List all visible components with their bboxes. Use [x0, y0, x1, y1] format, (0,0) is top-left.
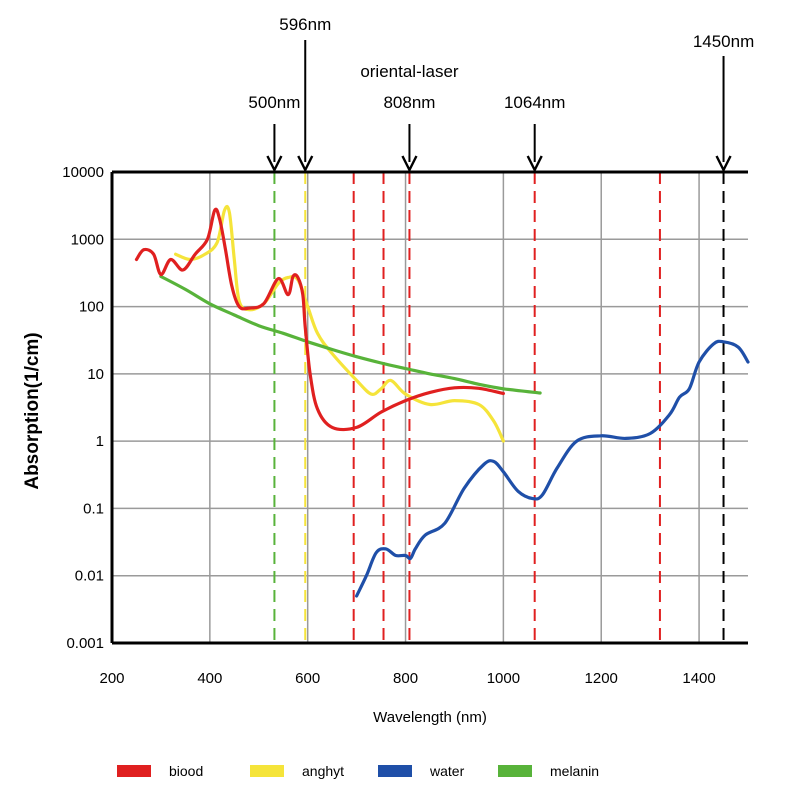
- legend-label-water: water: [429, 763, 465, 779]
- y-tick-labels: 0.001 0.01 0.1 1 10 100 1000 10000: [62, 164, 104, 652]
- arrow-head: [715, 155, 732, 173]
- legend-swatch-anghyt: [250, 765, 284, 777]
- series-line-water: [355, 339, 750, 598]
- y-tick-label: 0.01: [75, 568, 104, 585]
- x-tick-label: 400: [197, 670, 222, 687]
- x-tick-label: 1000: [487, 670, 520, 687]
- annotation-label: 808nm: [383, 93, 435, 112]
- legend-swatch-melanin: [498, 765, 532, 777]
- x-tick-label: 600: [295, 670, 320, 687]
- annotation-label: 1064nm: [504, 93, 565, 112]
- legend: biood anghyt water melanin: [117, 763, 599, 779]
- x-tick-label: 1400: [682, 670, 715, 687]
- y-tick-label: 0.1: [83, 500, 104, 517]
- arrow-head: [266, 155, 283, 173]
- y-tick-label: 10: [87, 366, 104, 383]
- y-tick-label: 1: [96, 433, 104, 450]
- series-line-biood: [134, 207, 505, 432]
- legend-swatch-biood: [117, 765, 151, 777]
- y-tick-label: 0.001: [66, 635, 104, 652]
- annotations: 500nm 596nm oriental-laser 808nm 1064nm 1450n…: [248, 15, 754, 112]
- legend-label-biood: biood: [169, 763, 203, 779]
- arrow-head: [401, 155, 418, 173]
- y-tick-label: 1000: [71, 231, 104, 248]
- arrow-head: [297, 155, 314, 173]
- annotation-label: 596nm: [279, 15, 331, 34]
- annotation-label: oriental-laser: [360, 62, 459, 81]
- x-tick-labels: 200 400 600 800 1000 1200 1400: [99, 670, 715, 687]
- legend-swatch-water: [378, 765, 412, 777]
- x-tick-label: 200: [99, 670, 124, 687]
- y-tick-label: 100: [79, 299, 104, 316]
- y-tick-label: 10000: [62, 164, 104, 181]
- legend-label-anghyt: anghyt: [302, 763, 344, 779]
- plot-frame: [110, 170, 748, 645]
- x-tick-label: 1200: [585, 670, 618, 687]
- annotation-arrows: [266, 40, 732, 173]
- series-line-melanin: [159, 274, 542, 395]
- x-axis-label: Wavelength (nm): [373, 709, 487, 726]
- series-lines: [134, 204, 750, 598]
- x-tick-label: 800: [393, 670, 418, 687]
- annotation-label: 1450nm: [693, 32, 754, 51]
- y-axis-label: Absorption(1/cm): [22, 332, 43, 489]
- reference-lines: [273, 172, 725, 643]
- legend-label-melanin: melanin: [550, 763, 599, 779]
- arrow-head: [526, 155, 543, 173]
- annotation-label: 500nm: [248, 93, 300, 112]
